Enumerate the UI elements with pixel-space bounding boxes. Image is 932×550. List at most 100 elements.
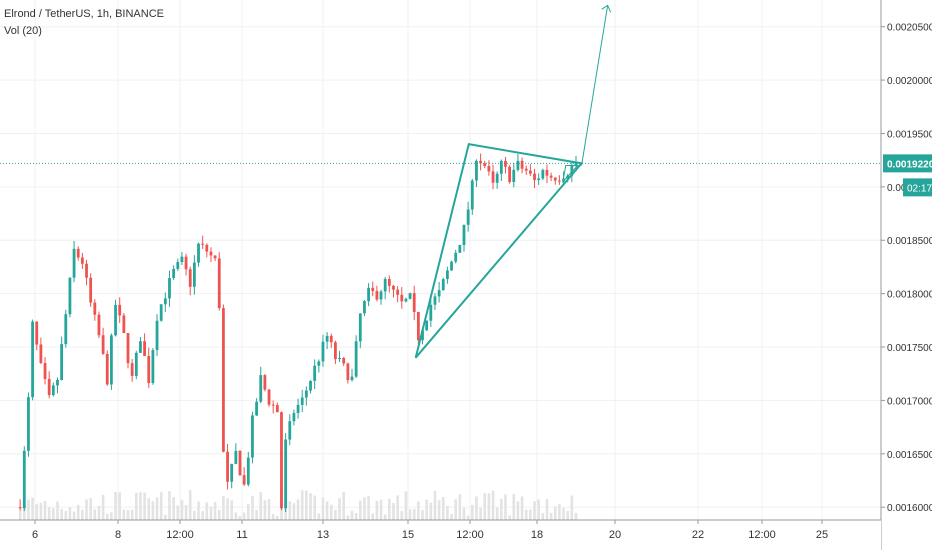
candle-body xyxy=(110,335,113,385)
candle-body xyxy=(367,287,370,302)
candle-body xyxy=(383,278,387,292)
volume-bar xyxy=(47,507,51,520)
volume-bar xyxy=(520,496,524,520)
volume-bar xyxy=(52,508,55,520)
price-tick-label: 0.0020000 xyxy=(887,76,932,87)
candle-body xyxy=(483,163,487,167)
candle-body xyxy=(147,355,151,384)
volume-bar xyxy=(242,512,246,520)
candle-body xyxy=(51,385,55,396)
volume-bar xyxy=(417,501,420,520)
candle-body xyxy=(354,341,358,377)
candle-body xyxy=(217,258,221,309)
volume-bar xyxy=(271,514,275,520)
volume-bar xyxy=(475,496,478,520)
candle-body xyxy=(188,269,192,287)
volume-bar xyxy=(27,499,30,520)
candle-body xyxy=(520,160,524,169)
candle-body xyxy=(528,170,532,174)
candle-body xyxy=(325,335,329,342)
volume-bar xyxy=(39,502,43,520)
volume-bar xyxy=(570,495,574,520)
volume-bar xyxy=(197,501,200,520)
price-tick-label: 0.0016000 xyxy=(887,503,932,514)
volume-bar xyxy=(553,506,557,520)
candle-body xyxy=(504,160,507,167)
candle-body xyxy=(56,379,59,386)
candle-body xyxy=(130,363,134,376)
volume-bar xyxy=(139,492,142,520)
candle-body xyxy=(574,163,578,166)
volume-bar xyxy=(118,492,122,520)
candle-body xyxy=(317,361,321,366)
candle-body xyxy=(209,251,213,256)
volume-bar xyxy=(512,493,516,520)
candle-body xyxy=(475,160,478,181)
candle-body xyxy=(375,291,379,300)
volume-bar xyxy=(105,513,109,520)
candle-body xyxy=(545,169,549,176)
candle-body xyxy=(516,160,520,170)
candle-body xyxy=(64,314,68,345)
candle-body xyxy=(479,160,482,164)
candle-body xyxy=(441,279,445,291)
candle-body xyxy=(387,278,391,286)
volume-bar xyxy=(143,492,146,520)
volume-bar xyxy=(383,514,387,520)
candle-body xyxy=(251,415,254,458)
volume-bar xyxy=(363,497,366,520)
candle-body xyxy=(541,169,545,179)
countdown-badge xyxy=(903,178,932,197)
candle-body xyxy=(31,321,34,398)
volume-bar xyxy=(375,500,379,520)
volume-bar xyxy=(151,501,155,520)
volume-bar xyxy=(549,512,553,520)
volume-bar xyxy=(155,497,159,520)
candle-body xyxy=(309,380,312,391)
symbol-title[interactable]: Elrond / TetherUS, 1h, BINANCE xyxy=(4,8,164,20)
time-tick-label: 25 xyxy=(816,529,828,541)
candle-body xyxy=(450,261,453,271)
triangle-pattern[interactable] xyxy=(0,4,881,359)
volume-bar xyxy=(267,499,271,520)
candle-body xyxy=(143,341,146,356)
volume-bar xyxy=(487,493,491,520)
volume-bar xyxy=(408,509,412,520)
candle-body xyxy=(263,375,267,390)
candle-body xyxy=(296,404,300,414)
volume-bar xyxy=(421,510,424,520)
time-axis[interactable]: 6 8 12:00 11 13 15 12:00 18 20 22 12:00 25 xyxy=(0,519,881,550)
symmetrical-triangle xyxy=(414,143,584,359)
candle-body xyxy=(192,262,196,287)
volume-indicator-label[interactable]: Vol (20) xyxy=(4,25,42,37)
price-tick-label: 0.0016500 xyxy=(887,450,932,461)
candle-body xyxy=(47,378,51,396)
time-tick-label: 12:00 xyxy=(748,529,776,541)
candle-body xyxy=(80,257,84,264)
candlesticks xyxy=(18,153,578,513)
candle-body xyxy=(549,175,553,178)
volume-bar xyxy=(238,515,242,520)
candle-body xyxy=(197,243,200,263)
volume-bar xyxy=(201,511,204,520)
candle-body xyxy=(259,375,263,402)
current-price-badge xyxy=(883,154,932,173)
volume-bar xyxy=(558,504,561,520)
candle-body xyxy=(134,352,138,376)
volume-bar xyxy=(500,498,503,520)
volume-bar xyxy=(317,513,321,520)
candle-body xyxy=(338,357,341,360)
volume-bar xyxy=(93,509,97,520)
volume-bar xyxy=(68,507,72,520)
candle-body xyxy=(533,173,536,181)
candle-body xyxy=(159,304,163,321)
candle-body xyxy=(68,277,72,315)
volume-bar xyxy=(180,499,184,520)
volume-bar xyxy=(226,498,229,520)
candle-body xyxy=(43,362,47,379)
price-axis[interactable]: 0.00205000.00200000.00195000.00190000.00… xyxy=(880,0,932,550)
candle-body xyxy=(126,332,130,364)
candle-body xyxy=(329,335,333,343)
candle-body xyxy=(246,457,250,485)
